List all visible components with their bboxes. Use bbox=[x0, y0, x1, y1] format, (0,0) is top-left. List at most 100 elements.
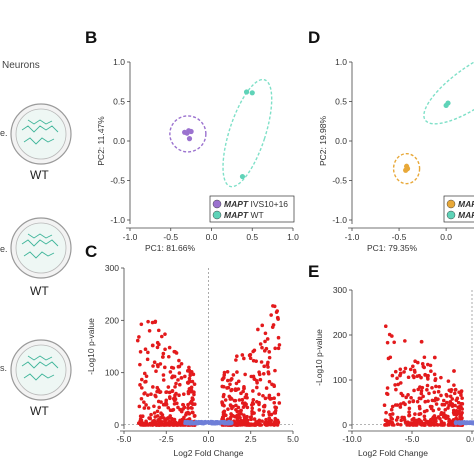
volcano-c-point-sig bbox=[189, 385, 194, 390]
volcano-e-point-sig bbox=[454, 398, 459, 402]
volcano-e-point-sig bbox=[395, 422, 400, 426]
volcano-c-point-sig bbox=[225, 369, 230, 374]
volcano-c-point-sig bbox=[190, 406, 194, 410]
volcano-e-point-sig bbox=[403, 420, 408, 425]
volcano-e-point-sig bbox=[390, 412, 395, 416]
dish-1 bbox=[10, 103, 72, 165]
volcano-c-point-sig bbox=[230, 406, 234, 411]
volcano-c-point-sig bbox=[147, 328, 152, 333]
volcano-c-point-sig bbox=[149, 412, 153, 417]
volcano-c-point-sig bbox=[222, 392, 226, 397]
volcano-c-point-sig bbox=[156, 364, 160, 369]
volcano-e-point-sig bbox=[459, 393, 463, 397]
pca-d-point-s1-1 bbox=[445, 100, 451, 106]
volcano-e-point-sig bbox=[390, 417, 395, 421]
pca-d-xtick-label: -0.5 bbox=[392, 232, 407, 242]
volcano-e-ytick-label: 0 bbox=[342, 420, 347, 430]
volcano-c-point-sig bbox=[260, 345, 264, 350]
volcano-c-point-sig bbox=[153, 320, 157, 325]
volcano-c-point-sig bbox=[258, 377, 263, 382]
pca-d-point-s0-2 bbox=[403, 167, 409, 173]
volcano-c-point-sig bbox=[144, 379, 148, 384]
volcano-c-point-sig bbox=[261, 393, 265, 398]
volcano-e-point-sig bbox=[410, 417, 415, 422]
pca-d-ylabel: PC2: 19.98% bbox=[318, 116, 328, 167]
volcano-e-point-sig bbox=[419, 391, 424, 396]
volcano-c-point-sig bbox=[190, 396, 195, 400]
volcano-c-point-sig bbox=[268, 420, 273, 425]
volcano-c-point-sig bbox=[260, 323, 265, 328]
volcano-c-point-sig bbox=[176, 364, 181, 369]
volcano-c-ytick-label: 200 bbox=[105, 315, 119, 325]
volcano-c-point-sig bbox=[240, 353, 245, 357]
volcano-c-point-sig bbox=[142, 371, 147, 376]
volcano-e-point-sig bbox=[384, 391, 389, 396]
pca-d-ellipse-mutant bbox=[392, 152, 421, 185]
volcano-c-point-sig bbox=[264, 346, 269, 351]
volcano-c-point-sig bbox=[159, 415, 163, 420]
volcano-e-point-sig bbox=[432, 390, 437, 395]
volcano-c-point-sig bbox=[273, 411, 278, 415]
volcano-c-point-ns bbox=[201, 420, 205, 424]
volcano-e-point-sig bbox=[411, 364, 415, 369]
pca-b-ytick-label: -0.5 bbox=[110, 176, 125, 186]
volcano-c-point-sig bbox=[140, 423, 144, 427]
volcano-e-ytick-label: 100 bbox=[333, 375, 347, 385]
volcano-c-point-sig bbox=[239, 408, 243, 413]
pca-b-legend-label-1: MAPT WT bbox=[224, 210, 264, 220]
volcano-e-point-sig bbox=[407, 400, 412, 404]
volcano-c-point-sig bbox=[263, 396, 268, 401]
side-mark-2: e. bbox=[0, 244, 8, 254]
volcano-e-outlier-5 bbox=[452, 369, 456, 373]
volcano-e-point-sig bbox=[406, 393, 410, 397]
volcano-c-point-sig bbox=[225, 386, 229, 390]
volcano-c-point-sig bbox=[220, 403, 225, 407]
volcano-e-point-sig bbox=[439, 411, 444, 415]
volcano-c-point-sig bbox=[181, 417, 185, 422]
volcano-e-point-sig bbox=[460, 396, 464, 400]
volcano-c-point-sig bbox=[147, 416, 151, 420]
volcano-e-point-sig bbox=[428, 363, 433, 368]
pca-d-legend-label-0: MAP bbox=[458, 199, 474, 209]
volcano-e-point-sig bbox=[423, 399, 428, 404]
volcano-e-point-sig bbox=[439, 393, 443, 398]
volcano-e-outlier-1 bbox=[432, 355, 437, 360]
volcano-c-point-sig bbox=[244, 402, 248, 407]
volcano-c-point-sig bbox=[192, 414, 197, 418]
volcano-c-point-ns bbox=[228, 421, 232, 425]
volcano-e-point-sig bbox=[437, 384, 442, 389]
volcano-e-xtick-label: -10.0 bbox=[342, 434, 362, 444]
volcano-c-point-sig bbox=[220, 416, 225, 421]
volcano-e-point-sig bbox=[448, 394, 453, 399]
volcano-c-point-sig bbox=[267, 410, 271, 414]
volcano-c-point-sig bbox=[254, 359, 258, 363]
volcano-c-point-sig bbox=[170, 375, 174, 380]
pca-b-ytick-label: 0.5 bbox=[113, 97, 125, 107]
volcano-c-point-sig bbox=[139, 418, 144, 423]
volcano-c-ytick-label: 300 bbox=[105, 263, 119, 273]
volcano-e-point-sig bbox=[417, 417, 421, 422]
volcano-c-point-sig bbox=[138, 350, 143, 354]
volcano-c-point-sig bbox=[154, 369, 158, 374]
volcano-e-point-sig bbox=[409, 395, 413, 400]
volcano-e-ytick-label: 200 bbox=[333, 330, 347, 340]
volcano-c-point-sig bbox=[267, 350, 272, 354]
volcano-e-point-sig bbox=[438, 416, 442, 421]
volcano-c-point-sig bbox=[231, 373, 236, 377]
pca-d-ellipse-wt bbox=[423, 46, 474, 125]
volcano-c-point-sig bbox=[242, 413, 246, 418]
pca-b-ytick-label: 0.0 bbox=[113, 136, 125, 146]
volcano-c-point-sig bbox=[178, 382, 182, 387]
volcano-c-point-sig bbox=[252, 411, 256, 415]
volcano-e-point-ns bbox=[471, 420, 474, 424]
volcano-e-point-sig bbox=[440, 402, 445, 407]
pca-b-xtick-label: 1.0 bbox=[287, 232, 299, 242]
volcano-e-point-sig bbox=[382, 403, 387, 408]
dish-label-2: WT bbox=[30, 284, 49, 298]
volcano-c-point-sig bbox=[146, 350, 150, 355]
volcano-e-point-sig bbox=[436, 397, 440, 401]
volcano-c-point-sig bbox=[151, 421, 156, 426]
volcano-c-point-sig bbox=[273, 419, 277, 423]
neurons-header: Neurons bbox=[2, 60, 40, 71]
volcano-e-point-sig bbox=[402, 370, 406, 374]
